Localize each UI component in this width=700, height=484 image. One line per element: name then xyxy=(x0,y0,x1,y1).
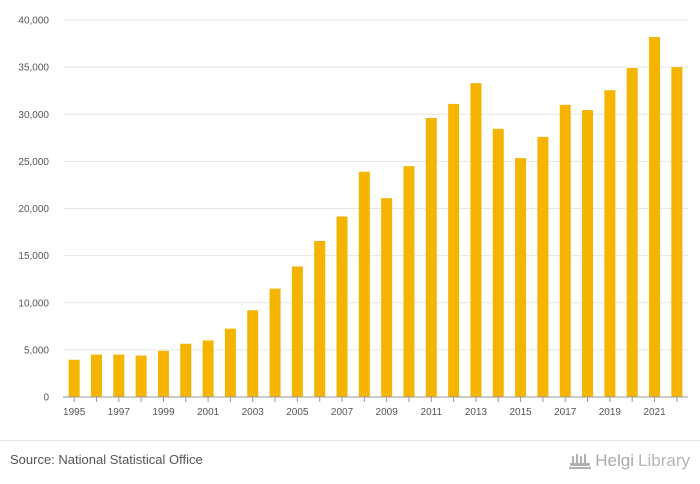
bar-2009[interactable] xyxy=(381,198,393,397)
x-tick-label: 1997 xyxy=(108,407,131,418)
bar-1999[interactable] xyxy=(157,350,169,397)
bar-1996[interactable] xyxy=(90,354,102,397)
chart-footer: Source: National Statistical Office Helg… xyxy=(0,440,700,484)
y-tick-label: 15,000 xyxy=(18,251,49,262)
bar-2007[interactable] xyxy=(336,216,348,397)
y-tick-label: 5,000 xyxy=(24,345,49,356)
bar-2006[interactable] xyxy=(314,241,326,397)
x-tick-label: 2013 xyxy=(465,407,488,418)
x-tick-label: 2015 xyxy=(509,407,532,418)
x-tick-label: 2021 xyxy=(643,407,666,418)
y-tick-label: 25,000 xyxy=(18,157,49,168)
library-icon xyxy=(569,454,592,469)
bar-2002[interactable] xyxy=(224,328,236,397)
bar-2017[interactable] xyxy=(559,104,571,397)
brand-name-part2: Library xyxy=(638,451,690,470)
bar-2010[interactable] xyxy=(403,166,415,397)
bar-2012[interactable] xyxy=(448,103,460,397)
bar-2001[interactable] xyxy=(202,340,214,397)
x-tick-label: 2007 xyxy=(331,407,354,418)
source-note: Source: National Statistical Office xyxy=(10,452,203,467)
x-tick-label: 1995 xyxy=(63,407,86,418)
bar-2008[interactable] xyxy=(358,171,370,397)
x-tick-label: 2001 xyxy=(197,407,220,418)
bar-2019[interactable] xyxy=(604,90,616,397)
y-axis-ticks: 0 5,000 10,000 15,000 20,000 25,000 30,000 35,0… xyxy=(18,16,49,404)
bar-2018[interactable] xyxy=(582,110,594,397)
bar-1997[interactable] xyxy=(113,354,125,397)
bars xyxy=(68,36,683,398)
bar-2003[interactable] xyxy=(247,310,259,397)
y-tick-label: 0 xyxy=(43,393,49,404)
bar-2015[interactable] xyxy=(515,158,527,397)
bar-2022[interactable] xyxy=(671,67,683,397)
x-tick-label: 2009 xyxy=(376,407,399,418)
bar-2020[interactable] xyxy=(626,68,638,397)
x-tick-label: 1999 xyxy=(152,407,175,418)
bar-2011[interactable] xyxy=(425,118,437,398)
bar-chart: 0 5,000 10,000 15,000 20,000 25,000 30,000 35,0… xyxy=(18,16,688,418)
y-tick-label: 20,000 xyxy=(18,204,49,215)
x-tick-label: 2003 xyxy=(242,407,265,418)
brand-name-part1: Helgi xyxy=(595,451,635,470)
x-tick-label: 2017 xyxy=(554,407,577,418)
x-tick-label: 2005 xyxy=(286,407,309,418)
x-axis-ticks: 1995 1997 1999 2001 2003 2005 2007 2009 2011 2013… xyxy=(63,397,678,418)
bar-1995[interactable] xyxy=(68,359,80,397)
helgilibrary-logo[interactable]: Helgi Library xyxy=(569,449,690,473)
y-tick-label: 10,000 xyxy=(18,298,49,309)
bar-2004[interactable] xyxy=(269,288,281,397)
bar-2016[interactable] xyxy=(537,136,549,397)
bar-2013[interactable] xyxy=(470,83,482,398)
bar-2000[interactable] xyxy=(180,343,192,397)
x-tick-label: 2019 xyxy=(599,407,622,418)
bar-2005[interactable] xyxy=(291,266,303,397)
x-tick-label: 2011 xyxy=(421,407,443,418)
bar-2021[interactable] xyxy=(649,36,661,398)
bar-1998[interactable] xyxy=(135,355,147,397)
gridlines xyxy=(63,19,688,351)
bar-2014[interactable] xyxy=(492,128,504,397)
y-tick-label: 30,000 xyxy=(18,110,49,121)
y-tick-label: 40,000 xyxy=(18,16,49,27)
y-tick-label: 35,000 xyxy=(18,63,49,74)
